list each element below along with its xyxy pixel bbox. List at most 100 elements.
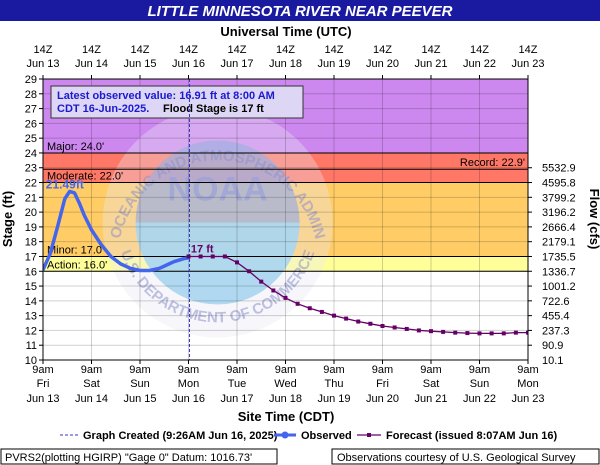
forecast-point [222,254,227,259]
top-tick-label: 14Z [228,44,247,56]
y-tick-label: 24 [25,148,37,160]
y-tick-label: 25 [25,133,37,145]
legend-created-label: Graph Created (9:26AM Jun 16, 2025) [83,430,278,442]
threshold-label: Action: 16.0' [47,259,107,271]
y-axis-label: Stage (ft) [0,191,15,247]
forecast-point [416,328,421,333]
top-tick-label: Jun 13 [26,58,59,70]
footer-left-text: PVRS2(plotting HGIRP) "Gage 0" Datum: 10… [5,452,252,464]
top-tick-label: Jun 19 [317,58,350,70]
forecast-point [356,319,361,324]
peak-label: 21.49ft [46,177,84,191]
bottom-tick-label: Jun 18 [269,393,302,405]
bottom-tick-label: Sun [130,378,150,390]
top-tick-label: 14Z [34,44,53,56]
bottom-tick-label: Sat [423,378,440,390]
watermark-upper-half [135,140,300,223]
bottom-tick-label: Jun 22 [463,393,496,405]
title-bar [0,0,600,21]
bottom-tick-label: Jun 23 [511,393,544,405]
threshold-label: Minor: 17.0' [47,244,104,256]
bottom-tick-label: Mon [178,378,199,390]
top-tick-label: 14Z [131,44,150,56]
bottom-tick-label: Jun 14 [75,393,108,405]
flow-tick-label: 3196.2 [542,207,576,219]
top-tick-label: Jun 14 [75,58,108,70]
bottom-tick-label: 9am [226,364,247,376]
flow-tick-label: 2666.4 [542,222,576,234]
y-tick-label: 23 [25,163,37,175]
top-tick-label: Jun 15 [123,58,156,70]
bottom-tick-label: Jun 16 [172,393,205,405]
bottom-tick-label: Wed [274,378,296,390]
threshold-label: Record: 22.9' [460,157,525,169]
axes: 10 11 12 13 14 15 16 17 18 19 20 21 22 23 24 25 26 27 28 29… [25,44,576,405]
flow-tick-label: 1735.5 [542,251,576,263]
y-tick-label: 29 [25,74,37,86]
bottom-tick-label: Jun 19 [317,393,350,405]
y-tick-label: 18 [25,237,37,249]
top-tick-label: Jun 23 [511,58,544,70]
forecast-point [368,321,373,326]
chart-title: LITTLE MINNESOTA RIVER NEAR PEEVER [147,3,452,20]
forecast-point [477,331,482,336]
y-tick-label: 20 [25,207,37,219]
top-tick-label: Jun 21 [414,58,447,70]
forecast-point [198,254,203,259]
bottom-tick-label: 9am [129,364,150,376]
forecast-point [295,301,300,306]
flow-tick-label: 1001.2 [542,281,576,293]
annotation-line2b: Flood Stage is 17 ft [163,103,264,115]
top-tick-label: 14Z [470,44,489,56]
observed-line [43,189,191,273]
threshold-lines: Major: 24.0' Moderate: 22.0' Minor: 17.0' A… [43,141,528,272]
y-tick-label: 16 [25,266,37,278]
flow-tick-label: 90.9 [542,340,563,352]
forecast-point [271,288,276,293]
bottom-tick-label: Jun 21 [414,393,447,405]
watermark-lower-half [135,222,300,305]
bottom-tick-label: Mon [517,378,538,390]
legend-forecast-marker [367,433,371,437]
y-tick-label: 11 [26,340,37,352]
flow-tick-label: 455.4 [542,311,570,323]
bottom-tick-label: 9am [275,364,296,376]
forecast-point [344,316,349,321]
bottom-tick-label: Fri [37,378,50,390]
bottom-tick-label: 9am [517,364,538,376]
forecast-point [307,306,312,311]
top-tick-label: Jun 17 [220,58,253,70]
legend: Graph Created (9:26AM Jun 16, 2025) Obser… [60,430,558,442]
bottom-tick-label: Jun 17 [220,393,253,405]
y-tick-label: 15 [25,281,37,293]
forecast-point [441,329,446,334]
bottom-tick-label: 9am [81,364,102,376]
flow-tick-label: 2179.1 [542,237,576,249]
forecast-point [319,309,324,314]
forecast-point [235,260,239,265]
bottom-tick-label: Jun 15 [123,393,156,405]
top-tick-label: 14Z [422,44,441,56]
y-tick-label: 12 [25,325,37,337]
threshold-label: Major: 24.0' [47,141,104,153]
series-labels: 21.49ft 17 ft [46,177,214,255]
forecast-point [404,326,409,331]
series-lines [43,79,528,360]
bottom-tick-label: 9am [323,364,344,376]
flow-tick-label: 1336.7 [542,266,576,278]
y2-axis-label: Flow (cfs) [587,189,600,250]
y-tick-label: 22 [25,178,37,190]
y-tick-label: 26 [25,118,37,130]
top-tick-label: 14Z [276,44,295,56]
bottom-tick-label: 9am [420,364,441,376]
y-tick-label: 28 [25,89,37,101]
y-tick-label: 14 [25,296,37,308]
top-tick-label: 14Z [325,44,344,56]
footer-right-box [331,448,600,465]
forecast-point [526,330,528,335]
annotation-line2a: CDT 16-Jun-2025. [57,103,149,115]
bottom-tick-label: 9am [372,364,393,376]
top-tick-label: 14Z [519,44,538,56]
flood-band [43,271,528,360]
